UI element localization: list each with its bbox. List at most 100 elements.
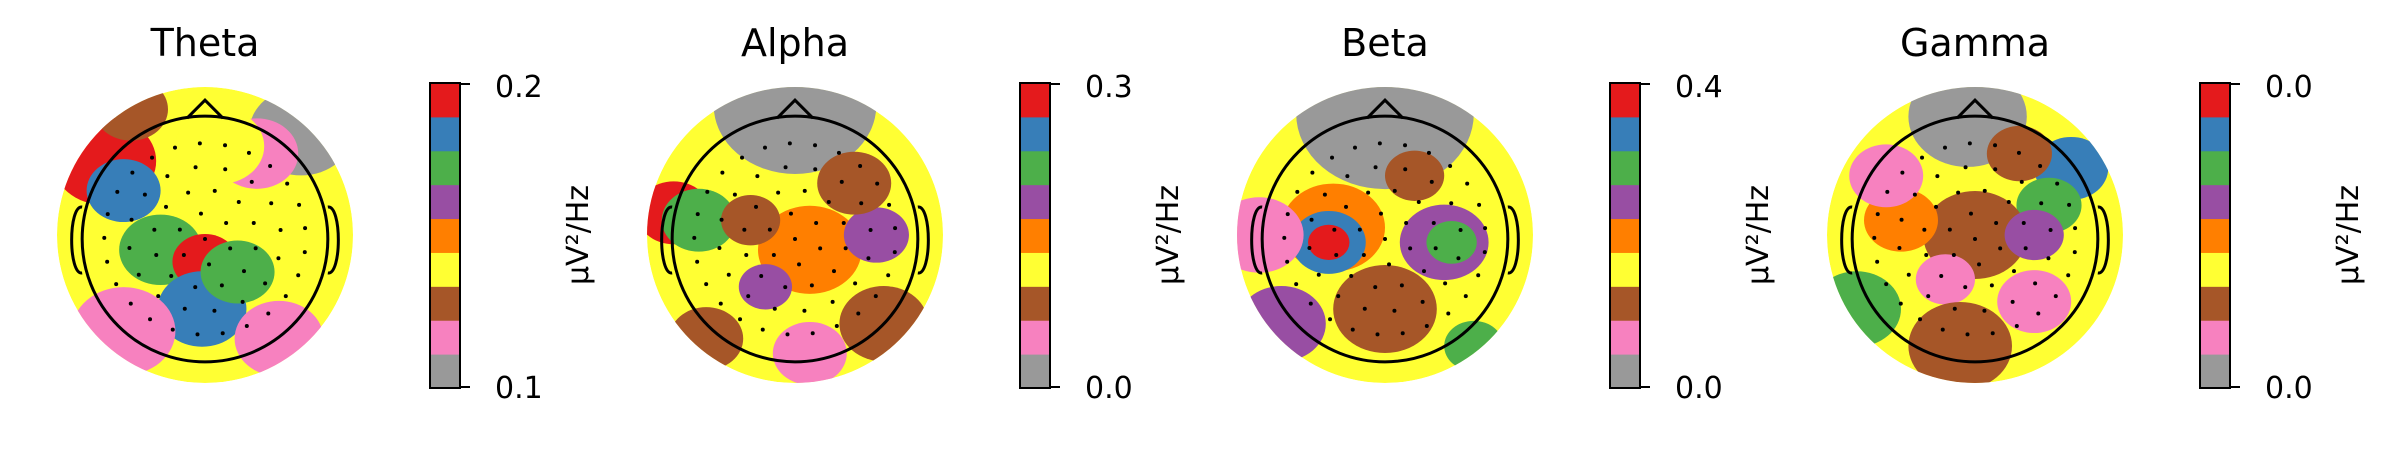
sensor-marker (1429, 179, 1434, 184)
sensor-marker (1963, 165, 1968, 170)
colorbar (1019, 82, 1060, 389)
contour-region (175, 108, 265, 184)
sensor-marker (1349, 274, 1354, 279)
sensor-marker (1322, 192, 1327, 197)
sensor-marker (128, 301, 133, 306)
sensor-marker (1421, 269, 1426, 274)
sensor-marker (797, 262, 802, 267)
sensor-marker (788, 211, 793, 216)
sensor-marker (1344, 204, 1349, 209)
sensor-marker (2053, 294, 2058, 299)
colorbar-unit-label: µV²/Hz (1741, 185, 1776, 285)
sensor-marker (105, 259, 110, 264)
sensor-marker (169, 274, 174, 279)
sensor-marker (1998, 246, 2003, 251)
sensor-marker (813, 167, 818, 172)
sensor-marker (1377, 141, 1382, 146)
sensor-marker (1922, 227, 1927, 232)
sensor-marker (244, 324, 249, 329)
sensor-marker (809, 283, 814, 288)
right-ear-outline (1507, 205, 1520, 275)
sensor-marker (785, 332, 790, 337)
sensor-marker (1361, 253, 1366, 258)
sensor-marker (150, 155, 155, 160)
colorbar-unit-label: µV²/Hz (2331, 185, 2366, 285)
contour-region (86, 159, 161, 223)
sensor-marker (1433, 246, 1438, 251)
colorbar-segment (2200, 83, 2230, 118)
nose-outline (775, 98, 815, 120)
sensor-marker (2055, 181, 2060, 186)
contour-region (661, 188, 736, 252)
sensor-marker (1282, 235, 1287, 240)
sensor-marker (1926, 294, 1931, 299)
sensor-marker (142, 192, 147, 197)
sensor-marker (1989, 283, 1994, 288)
sensor-marker (1399, 283, 1404, 288)
sensor-marker (831, 269, 836, 274)
contour-region (669, 307, 744, 371)
sensor-marker (1924, 253, 1929, 258)
sensor-marker (2072, 250, 2077, 255)
sensor-marker (1373, 285, 1378, 290)
sensor-marker (1392, 188, 1397, 193)
topomap (1827, 87, 2123, 383)
sensor-marker (1378, 211, 1383, 216)
contour-region (1915, 254, 1975, 305)
left-ear-outline (660, 205, 673, 275)
topomap-field (57, 87, 353, 383)
sensor-marker (1403, 143, 1408, 148)
left-ear-outline (1840, 205, 1853, 275)
sensor-marker (148, 317, 153, 322)
sensor-marker (154, 253, 159, 258)
sensor-marker (127, 245, 132, 250)
sensor-marker (830, 299, 835, 304)
sensor-marker (1357, 227, 1362, 232)
colorbar-segment (1020, 83, 1050, 118)
sensor-marker (285, 181, 290, 186)
contour-region (713, 87, 877, 174)
colorbar-unit-label: µV²/Hz (1151, 185, 1186, 285)
colorbar-segment (1020, 116, 1050, 152)
sensor-marker (219, 283, 224, 288)
sensor-marker (1920, 155, 1925, 160)
sensor-marker (1350, 327, 1355, 332)
sensor-marker (802, 308, 807, 313)
colorbar-segment (1610, 354, 1640, 389)
colorbar-unit-label: µV²/Hz (561, 185, 596, 285)
topomap (1237, 87, 1533, 383)
sensor-marker (1982, 188, 1987, 193)
sensor-marker (136, 272, 141, 277)
colorbar-segment (2200, 218, 2230, 253)
sensor-marker (1875, 212, 1880, 217)
colorbar-segment (1020, 320, 1050, 355)
sensor-marker (746, 294, 751, 299)
sensor-marker (720, 170, 725, 175)
sensor-marker (1967, 141, 1972, 146)
sensor-marker (2011, 269, 2016, 274)
sensor-marker (240, 299, 245, 304)
panel-title: Beta (1341, 21, 1429, 65)
right-ear-outline (327, 205, 340, 275)
sensor-marker (875, 181, 880, 186)
colorbar-max-label: 0.2 (495, 70, 543, 105)
colorbar-segment (1610, 184, 1640, 220)
sensor-marker (1336, 294, 1341, 299)
colorbar-min-label: 0.0 (2265, 371, 2313, 406)
left-ear-outline (1250, 205, 1263, 275)
sensor-marker (1994, 220, 1999, 225)
sensor-marker (172, 145, 177, 150)
head-outline (1850, 114, 2100, 364)
sensor-marker (858, 163, 863, 168)
colorbar-segment (430, 286, 460, 321)
colorbar-min-label: 0.0 (1675, 371, 1723, 406)
sensor-marker (2046, 256, 2051, 261)
sensor-marker (1476, 273, 1481, 278)
left-ear-outline (70, 205, 83, 275)
colorbar-frame (1609, 82, 1641, 389)
sensor-marker (1294, 282, 1299, 287)
sensor-marker (776, 190, 781, 195)
sensor-marker (1400, 331, 1405, 336)
nose-outline (1365, 98, 1405, 120)
sensor-marker (1897, 245, 1902, 250)
